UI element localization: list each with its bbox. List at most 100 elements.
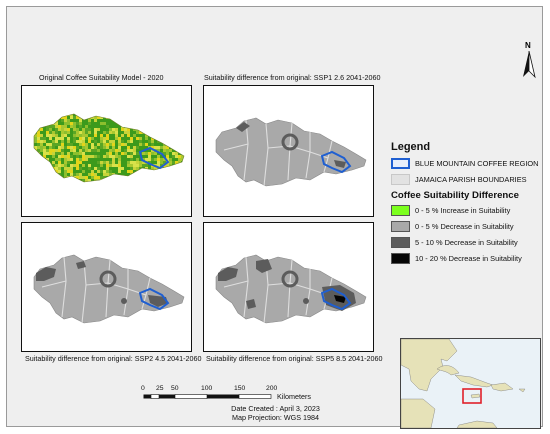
suitability-cell [127, 212, 130, 215]
suitability-cell [94, 114, 97, 116]
suitability-cell [157, 203, 160, 206]
suitability-cell [82, 188, 85, 191]
suitability-cell [115, 101, 118, 104]
suitability-cell [61, 86, 64, 89]
suitability-cell [145, 128, 148, 131]
suitability-cell [106, 182, 109, 185]
suitability-cell [28, 173, 31, 176]
suitability-cell [91, 203, 94, 206]
suitability-cell [103, 155, 106, 158]
suitability-cell [52, 170, 55, 173]
suitability-cell [85, 95, 88, 98]
suitability-cell [154, 92, 157, 95]
suitability-cell [64, 164, 67, 167]
suitability-cell [37, 194, 40, 197]
suitability-cell [64, 215, 67, 218]
suitability-cell [34, 143, 37, 146]
suitability-cell [181, 137, 184, 140]
suitability-cell [118, 197, 121, 200]
suitability-cell [22, 152, 25, 155]
north-arrow-label: N [525, 41, 531, 50]
suitability-cell [187, 176, 190, 179]
suitability-cell [100, 101, 103, 104]
suitability-cell [22, 104, 25, 107]
suitability-cell [67, 209, 70, 212]
suitability-cell [97, 104, 100, 107]
suitability-cell [94, 206, 97, 209]
suitability-cell [88, 131, 91, 134]
suitability-cell [52, 173, 55, 176]
suitability-cell [52, 86, 55, 89]
suitability-cell [175, 101, 178, 104]
suitability-cell [70, 185, 73, 188]
suitability-cell [172, 116, 175, 119]
suitability-cell [31, 176, 34, 179]
suitability-cell [88, 194, 91, 197]
map-panel-ssp245[interactable] [21, 222, 192, 352]
suitability-cell [151, 209, 154, 212]
suitability-cell [55, 128, 58, 131]
suitability-cell [127, 170, 130, 173]
suitability-cell [178, 149, 181, 152]
suitability-cell [76, 194, 79, 197]
suitability-cell [76, 122, 79, 125]
suitability-cell [52, 140, 55, 143]
suitability-cell [40, 110, 43, 113]
suitability-cell [31, 152, 34, 155]
suitability-cell [181, 146, 184, 149]
suitability-cell [28, 206, 31, 209]
suitability-cell [55, 92, 58, 95]
suitability-cell [70, 167, 73, 170]
suitability-cell [112, 188, 115, 191]
suitability-cell [178, 119, 181, 122]
suitability-cell [85, 137, 88, 140]
suitability-cell [145, 119, 148, 122]
suitability-cell [106, 188, 109, 191]
suitability-cell [64, 122, 67, 125]
locator-map[interactable] [400, 338, 541, 429]
suitability-cell [172, 134, 175, 137]
suitability-cell [106, 143, 109, 146]
suitability-cell [160, 188, 163, 191]
suitability-cell [52, 209, 55, 212]
suitability-cell [52, 110, 55, 113]
suitability-cell [190, 122, 193, 125]
suitability-cell [139, 188, 142, 191]
suitability-cell [67, 197, 70, 200]
suitability-cell [157, 116, 160, 119]
suitability-cell [34, 212, 37, 215]
suitability-cell [52, 152, 55, 155]
suitability-cell [172, 110, 175, 113]
suitability-cell [55, 146, 58, 149]
suitability-cell [97, 194, 100, 197]
suitability-cell [145, 188, 148, 191]
suitability-cell [139, 89, 142, 92]
suitability-cell [43, 209, 46, 212]
map-panel-original[interactable] [21, 85, 192, 217]
suitability-cell [46, 95, 49, 98]
suitability-cell [133, 161, 136, 164]
suitability-cell [154, 176, 157, 179]
map-panel-ssp585[interactable] [203, 222, 374, 352]
suitability-cell [73, 155, 76, 158]
suitability-cell [94, 110, 97, 113]
suitability-cell [55, 149, 58, 152]
suitability-cell [70, 173, 73, 176]
suitability-cell [157, 143, 160, 146]
suitability-cell [79, 185, 82, 188]
suitability-cell [130, 167, 133, 170]
suitability-cell [61, 137, 64, 140]
suitability-cell [61, 170, 64, 173]
suitability-cell [118, 212, 121, 215]
suitability-cell [97, 119, 100, 122]
suitability-cell [121, 164, 124, 167]
suitability-cell [190, 197, 193, 200]
suitability-cell [133, 98, 136, 101]
suitability-cell [103, 128, 106, 131]
suitability-cell [40, 122, 43, 125]
map-panel-ssp126[interactable] [203, 85, 374, 217]
suitability-cell [190, 152, 193, 155]
suitability-cell [43, 95, 46, 98]
suitability-cell [184, 173, 187, 176]
suitability-cell [58, 197, 61, 200]
